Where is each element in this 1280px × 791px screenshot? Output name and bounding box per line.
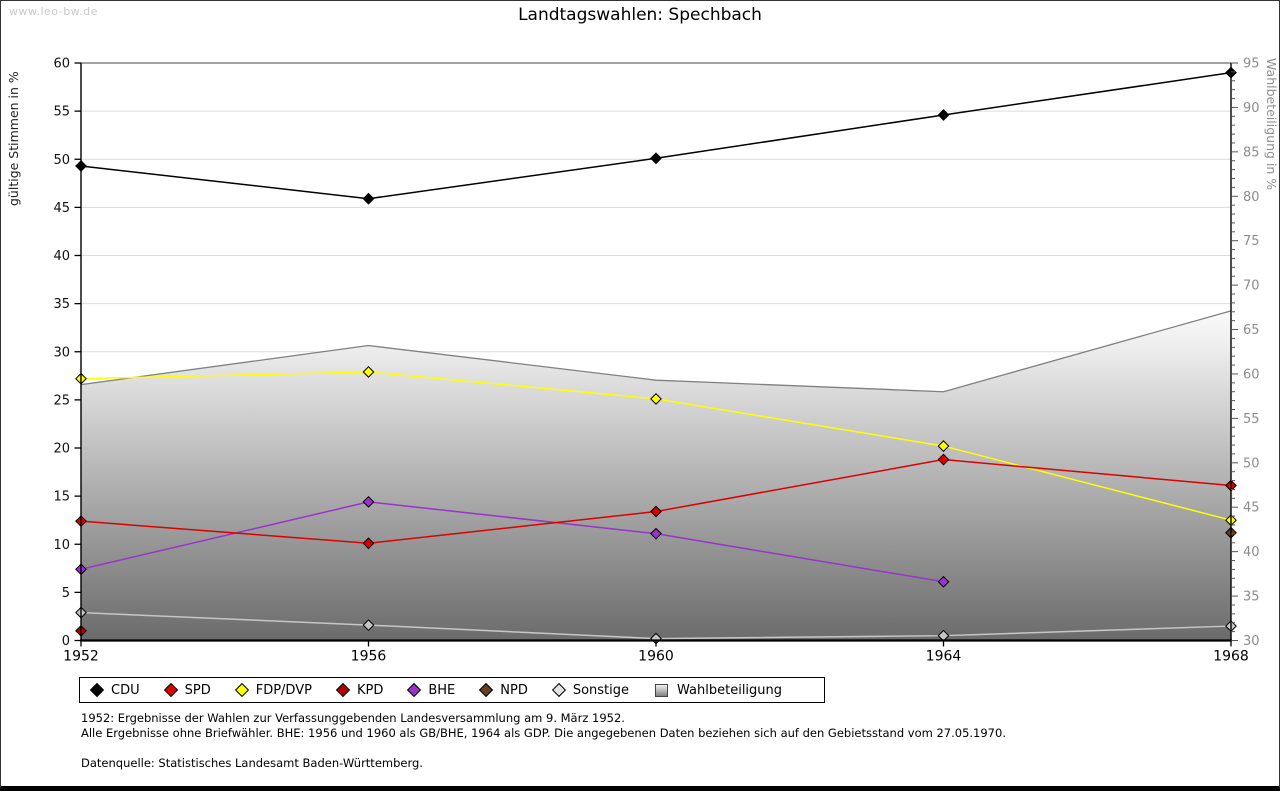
- legend-label: BHE: [428, 682, 456, 698]
- legend-item-bhe: BHE: [407, 682, 456, 698]
- legend: CDU SPD FDP/DVP KPD BHE NPD Sonstige Wahlbeteil…: [79, 677, 825, 703]
- data-point-bhe-1964: [937, 575, 950, 588]
- bhe-marker-icon: [407, 682, 422, 698]
- wahlbeteiligung-marker-icon: [655, 683, 669, 697]
- svg-text:70: 70: [1243, 279, 1260, 294]
- svg-text:30: 30: [53, 345, 70, 360]
- fdp-dvp-marker-icon: [234, 682, 249, 698]
- left-axis: 0 5 10 15 20 25 30 35 40 45 50 55 60: [53, 57, 81, 649]
- svg-text:55: 55: [53, 105, 70, 120]
- svg-text:95: 95: [1243, 57, 1260, 72]
- legend-item-sonstige: Sonstige: [551, 682, 630, 698]
- svg-text:60: 60: [1243, 367, 1260, 382]
- data-point-cdu-1956: [362, 192, 375, 205]
- svg-text:1960: 1960: [638, 649, 674, 665]
- legend-label: FDP/DVP: [255, 682, 312, 698]
- data-point-sonstige-1956: [362, 619, 375, 632]
- series-spd: [75, 453, 1237, 550]
- chart-title: Landtagswahlen: Spechbach: [518, 5, 762, 25]
- legend-item-fdp-dvp: FDP/DVP: [234, 682, 312, 698]
- svg-text:15: 15: [53, 490, 70, 505]
- svg-text:65: 65: [1243, 323, 1260, 338]
- legend-item-wahlbeteiligung: Wahlbeteiligung: [655, 683, 782, 698]
- footnote-source: Datenquelle: Statistisches Landesamt Bad…: [81, 756, 423, 771]
- data-point-cdu-1960: [650, 152, 662, 165]
- data-point-spd-1956: [362, 537, 375, 550]
- svg-text:35: 35: [1243, 590, 1260, 605]
- svg-text:10: 10: [53, 538, 70, 553]
- footnotes: 1952: Ergebnisse der Wahlen zur Verfassu…: [81, 711, 1211, 771]
- svg-text:60: 60: [53, 57, 70, 72]
- data-point-spd-1960: [650, 505, 662, 518]
- svg-text:20: 20: [53, 442, 70, 457]
- svg-text:50: 50: [53, 153, 70, 168]
- svg-text:50: 50: [1243, 456, 1260, 471]
- svg-text:25: 25: [53, 393, 70, 408]
- svg-text:55: 55: [1243, 412, 1260, 427]
- svg-text:0: 0: [62, 634, 70, 649]
- svg-text:45: 45: [53, 201, 70, 216]
- legend-label: KPD: [356, 682, 384, 698]
- sonstige-marker-icon: [551, 682, 566, 698]
- data-point-fdp-dvp-1960: [650, 393, 662, 405]
- svg-text:5: 5: [62, 586, 70, 601]
- data-point-fdp-dvp-1956: [362, 366, 375, 378]
- svg-text:80: 80: [1243, 190, 1260, 205]
- legend-item-kpd: KPD: [335, 682, 384, 698]
- footnote-line-1: 1952: Ergebnisse der Wahlen zur Verfassu…: [81, 711, 625, 725]
- svg-text:45: 45: [1243, 501, 1260, 516]
- svg-text:1956: 1956: [351, 649, 387, 665]
- legend-label: NPD: [500, 682, 528, 698]
- svg-text:30: 30: [1243, 634, 1260, 649]
- data-point-cdu-1964: [937, 109, 950, 121]
- data-point-bhe-1960: [650, 527, 662, 540]
- npd-marker-icon: [479, 682, 494, 698]
- legend-label: Wahlbeteiligung: [677, 682, 783, 698]
- svg-text:40: 40: [1243, 545, 1260, 560]
- svg-text:1968: 1968: [1213, 649, 1249, 665]
- legend-label: CDU: [111, 682, 140, 698]
- legend-label: Sonstige: [572, 682, 630, 698]
- legend-label: SPD: [184, 682, 211, 698]
- data-point-fdp-dvp-1964: [937, 440, 950, 452]
- x-axis: 1952 1956 1960 1964 1968: [63, 640, 1249, 665]
- series-fdp-dvp: [75, 366, 1237, 527]
- legend-item-npd: NPD: [479, 682, 528, 698]
- svg-text:40: 40: [53, 249, 70, 264]
- watermark: www.leo-bw.de: [9, 5, 98, 18]
- left-axis-label: gültige Stimmen in %: [6, 71, 21, 206]
- svg-text:85: 85: [1243, 145, 1260, 160]
- legend-item-spd: SPD: [163, 682, 211, 698]
- legend-item-cdu: CDU: [89, 682, 140, 698]
- svg-text:90: 90: [1243, 101, 1260, 116]
- data-point-spd-1964: [937, 453, 950, 466]
- participation-area: [80, 310, 1232, 641]
- right-axis-label: Wahlbeteiligung in %: [1264, 58, 1279, 190]
- kpd-marker-icon: [335, 682, 351, 698]
- data-point-bhe-1956: [362, 495, 375, 508]
- svg-text:35: 35: [53, 297, 70, 312]
- series-cdu: [75, 66, 1237, 205]
- svg-text:1952: 1952: [63, 649, 99, 665]
- right-axis: 30 35 40 45 50 55 60 65 70 75 80 85 90 95: [1231, 57, 1260, 649]
- cdu-marker-icon: [89, 682, 105, 698]
- svg-text:1964: 1964: [926, 649, 962, 665]
- footnote-line-2: Alle Ergebnisse ohne Briefwähler. BHE: 1…: [81, 725, 1006, 740]
- svg-text:75: 75: [1243, 234, 1260, 249]
- spd-marker-icon: [163, 682, 178, 698]
- election-chart-svg: 0 5 10 15 20 25 30 35 40 45 50 55 60 30 35 40 45 50 55 60 65…: [6, 57, 1279, 665]
